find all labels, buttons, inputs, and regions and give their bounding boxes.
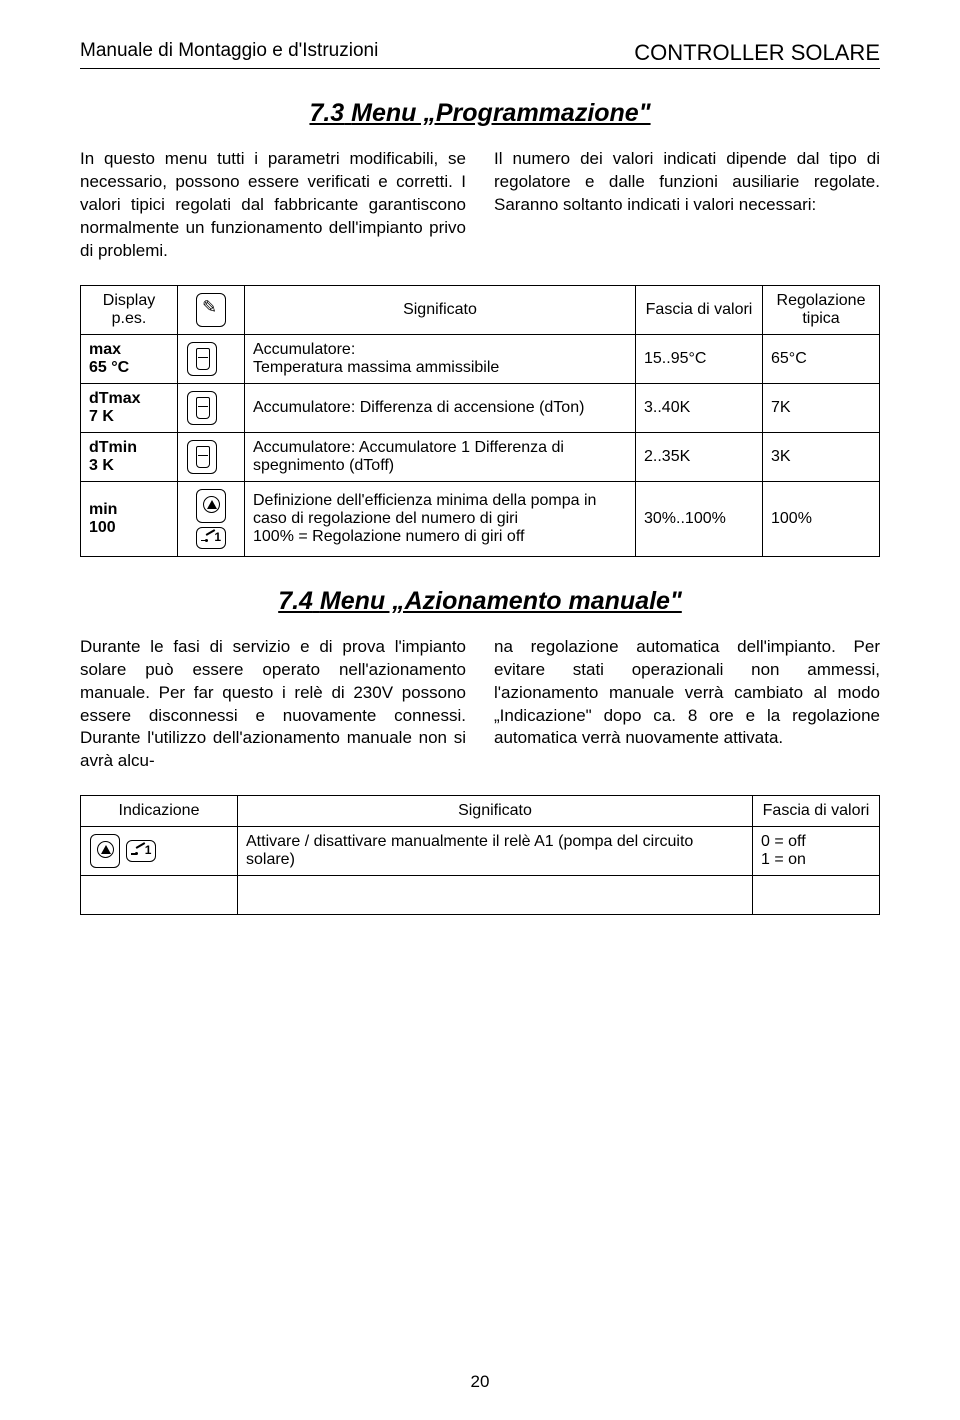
cell-range: 3..40K (636, 383, 763, 432)
cell-display: max 65 °C (81, 334, 178, 383)
cell-display: dTmin 3 K (81, 432, 178, 481)
page: Manuale di Montaggio e d'Istruzioni CONT… (0, 0, 960, 1420)
display-l2: 3 K (89, 457, 114, 474)
switch-1-icon (196, 527, 226, 549)
section-7-3-col-left: In questo menu tutti i parametri modific… (80, 148, 466, 263)
cell-display: dTmax 7 K (81, 383, 178, 432)
table-row: min 100 Definizione dell'efficienza mini… (81, 481, 880, 556)
display-l2: 65 °C (89, 359, 129, 376)
cell-display: min 100 (81, 481, 178, 556)
display-l2: 7 K (89, 408, 114, 425)
cell-typical: 3K (763, 432, 880, 481)
switch-1-icon (126, 840, 156, 862)
empty-cell (753, 876, 880, 915)
th-typical: Regolazione tipica (763, 285, 880, 334)
display-l1: max (89, 341, 121, 358)
pump-icon (196, 489, 226, 523)
table-row: max 65 °C Accumulatore: Temperatura mass… (81, 334, 880, 383)
display-l1: dTmin (89, 439, 137, 456)
cell-icon (178, 432, 245, 481)
cell-typical: 65°C (763, 334, 880, 383)
section-7-3-title: 7.3 Menu „Programmazione" (80, 99, 880, 128)
cell-range: 0 = off 1 = on (753, 827, 880, 876)
page-number: 20 (0, 1372, 960, 1392)
header-left: Manuale di Montaggio e d'Istruzioni (80, 40, 378, 66)
cell-typical: 7K (763, 383, 880, 432)
cell-icon (178, 334, 245, 383)
empty-cell (81, 876, 238, 915)
tank-icon (187, 391, 217, 425)
table-row: dTmin 3 K Accumulatore: Accumulatore 1 D… (81, 432, 880, 481)
th-range: Fascia di valori (753, 796, 880, 827)
section-7-4-number: 7.4 (278, 587, 313, 615)
cell-meaning: Accumulatore: Differenza di accensione (… (245, 383, 636, 432)
cell-range: 30%..100% (636, 481, 763, 556)
page-header: Manuale di Montaggio e d'Istruzioni CONT… (80, 40, 880, 66)
cell-range: 2..35K (636, 432, 763, 481)
th-indication: Indicazione (81, 796, 238, 827)
cell-icon (178, 481, 245, 556)
header-rule (80, 68, 880, 69)
cell-typical: 100% (763, 481, 880, 556)
section-7-4-col-right: na regolazione automatica dell'impianto.… (494, 636, 880, 774)
range-l2: 1 = on (761, 851, 806, 868)
th-meaning: Significato (245, 285, 636, 334)
range-l1: 0 = off (761, 833, 806, 850)
display-l1: min (89, 501, 117, 518)
cell-range: 15..95°C (636, 334, 763, 383)
table-row-empty (81, 876, 880, 915)
th-display: Display p.es. (81, 285, 178, 334)
display-l1: dTmax (89, 390, 141, 407)
th-icon (178, 285, 245, 334)
th-meaning: Significato (238, 796, 753, 827)
table-row: dTmax 7 K Accumulatore: Differenza di ac… (81, 383, 880, 432)
cell-meaning: Attivare / disattivare manualmente il re… (238, 827, 753, 876)
table-header-row: Indicazione Significato Fascia di valori (81, 796, 880, 827)
pump-icon (90, 834, 120, 868)
section-7-3-number: 7.3 (309, 99, 344, 127)
header-right: CONTROLLER SOLARE (634, 40, 880, 66)
cell-meaning: Accumulatore: Temperatura massima ammiss… (245, 334, 636, 383)
section-7-3-col-right: Il numero dei valori indicati dipende da… (494, 148, 880, 263)
tank-icon (187, 440, 217, 474)
programming-table: Display p.es. Significato Fascia di valo… (80, 285, 880, 557)
hand-edit-icon (196, 293, 226, 327)
cell-meaning: Accumulatore: Accumulatore 1 Differenza … (245, 432, 636, 481)
manual-mode-table: Indicazione Significato Fascia di valori… (80, 795, 880, 915)
table-row: Attivare / disattivare manualmente il re… (81, 827, 880, 876)
section-7-3-name: Menu „Programmazione" (351, 99, 650, 127)
table-header-row: Display p.es. Significato Fascia di valo… (81, 285, 880, 334)
section-7-4-col-left: Durante le fasi di servizio e di prova l… (80, 636, 466, 774)
th-range: Fascia di valori (636, 285, 763, 334)
section-7-3-body: In questo menu tutti i parametri modific… (80, 148, 880, 263)
cell-meaning: Definizione dell'efficienza minima della… (245, 481, 636, 556)
cell-indication (81, 827, 238, 876)
tank-icon (187, 342, 217, 376)
section-7-4-title: 7.4 Menu „Azionamento manuale" (80, 587, 880, 616)
section-7-4-body: Durante le fasi di servizio e di prova l… (80, 636, 880, 774)
section-7-4-name: Menu „Azionamento manuale" (320, 587, 682, 615)
empty-cell (238, 876, 753, 915)
display-l2: 100 (89, 519, 116, 536)
cell-icon (178, 383, 245, 432)
